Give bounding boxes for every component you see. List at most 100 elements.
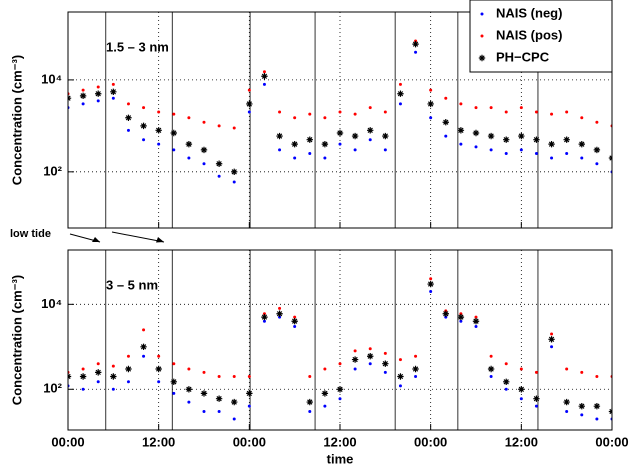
- y-axis-label: Concentration (cm⁻³): [9, 55, 24, 185]
- point: [580, 413, 584, 417]
- point: [308, 112, 312, 116]
- point: [111, 96, 115, 100]
- y-tick-label: 10²: [43, 163, 62, 178]
- point: [367, 353, 374, 360]
- point: [172, 112, 176, 116]
- arrow: [111, 231, 165, 243]
- point: [429, 116, 433, 120]
- point: [231, 168, 238, 176]
- point: [472, 129, 480, 137]
- point: [429, 88, 433, 92]
- point: [459, 312, 463, 316]
- point: [293, 116, 297, 120]
- point: [429, 277, 433, 281]
- point: [519, 148, 523, 152]
- point: [398, 82, 402, 86]
- plot-frame: [67, 11, 613, 229]
- point: [140, 343, 147, 350]
- point: [262, 312, 266, 316]
- point: [96, 362, 100, 366]
- point: [504, 152, 508, 156]
- point: [125, 365, 132, 373]
- point: [429, 290, 433, 294]
- point: [398, 102, 402, 106]
- legend-label: NAIS (neg): [496, 5, 562, 20]
- panel-label: 1.5 – 3 nm: [106, 39, 169, 54]
- point: [442, 310, 449, 317]
- y-tick-label: 10²: [43, 381, 62, 396]
- x-tick-label: 12:00: [142, 434, 175, 449]
- point: [185, 386, 193, 393]
- point: [157, 354, 161, 358]
- point: [246, 390, 253, 397]
- point: [247, 110, 251, 114]
- point: [336, 129, 344, 137]
- point: [111, 82, 115, 86]
- point: [142, 138, 146, 142]
- point: [519, 397, 523, 401]
- point: [595, 417, 599, 421]
- point: [81, 102, 85, 106]
- point: [368, 347, 372, 351]
- point: [550, 345, 554, 349]
- point: [111, 364, 115, 368]
- point: [368, 362, 372, 366]
- point: [367, 127, 374, 134]
- point: [550, 112, 554, 116]
- point: [368, 138, 372, 142]
- point: [157, 380, 161, 384]
- point: [474, 106, 478, 110]
- point: [565, 152, 569, 156]
- point: [487, 132, 495, 140]
- point: [155, 127, 162, 134]
- point: [503, 136, 510, 143]
- x-tick-label: 00:00: [233, 434, 266, 449]
- point: [232, 126, 236, 130]
- point: [548, 336, 555, 343]
- point: [81, 387, 85, 391]
- point: [96, 99, 100, 103]
- point: [534, 152, 538, 156]
- point: [232, 374, 236, 378]
- point: [580, 156, 584, 160]
- point: [353, 112, 357, 116]
- point: [519, 106, 523, 110]
- point: [519, 367, 523, 371]
- point: [187, 367, 191, 371]
- point: [323, 156, 327, 160]
- point: [338, 362, 342, 366]
- point: [474, 315, 478, 319]
- point: [217, 409, 221, 413]
- point: [595, 120, 599, 124]
- point: [157, 142, 161, 146]
- point: [95, 369, 102, 376]
- point: [383, 370, 387, 374]
- point: [534, 404, 538, 408]
- point: [81, 88, 85, 92]
- point: [534, 110, 538, 114]
- point: [321, 140, 329, 148]
- point: [565, 409, 569, 413]
- point: [170, 129, 177, 137]
- point: [338, 110, 342, 114]
- point: [79, 92, 87, 100]
- point: [353, 148, 357, 152]
- point: [278, 148, 282, 152]
- legend-label: PH−CPC: [496, 49, 550, 64]
- point: [474, 145, 478, 149]
- arrow-head: [156, 237, 164, 243]
- point: [293, 156, 297, 160]
- panel-label: 3 – 5 nm: [106, 277, 158, 292]
- point: [79, 373, 87, 380]
- point: [444, 134, 448, 138]
- point: [504, 110, 508, 114]
- point: [247, 404, 251, 408]
- point: [126, 380, 130, 384]
- point: [157, 110, 161, 114]
- point: [382, 360, 389, 367]
- legend-box: [469, 0, 613, 73]
- point: [308, 409, 312, 413]
- point: [398, 358, 402, 362]
- point: [412, 40, 419, 48]
